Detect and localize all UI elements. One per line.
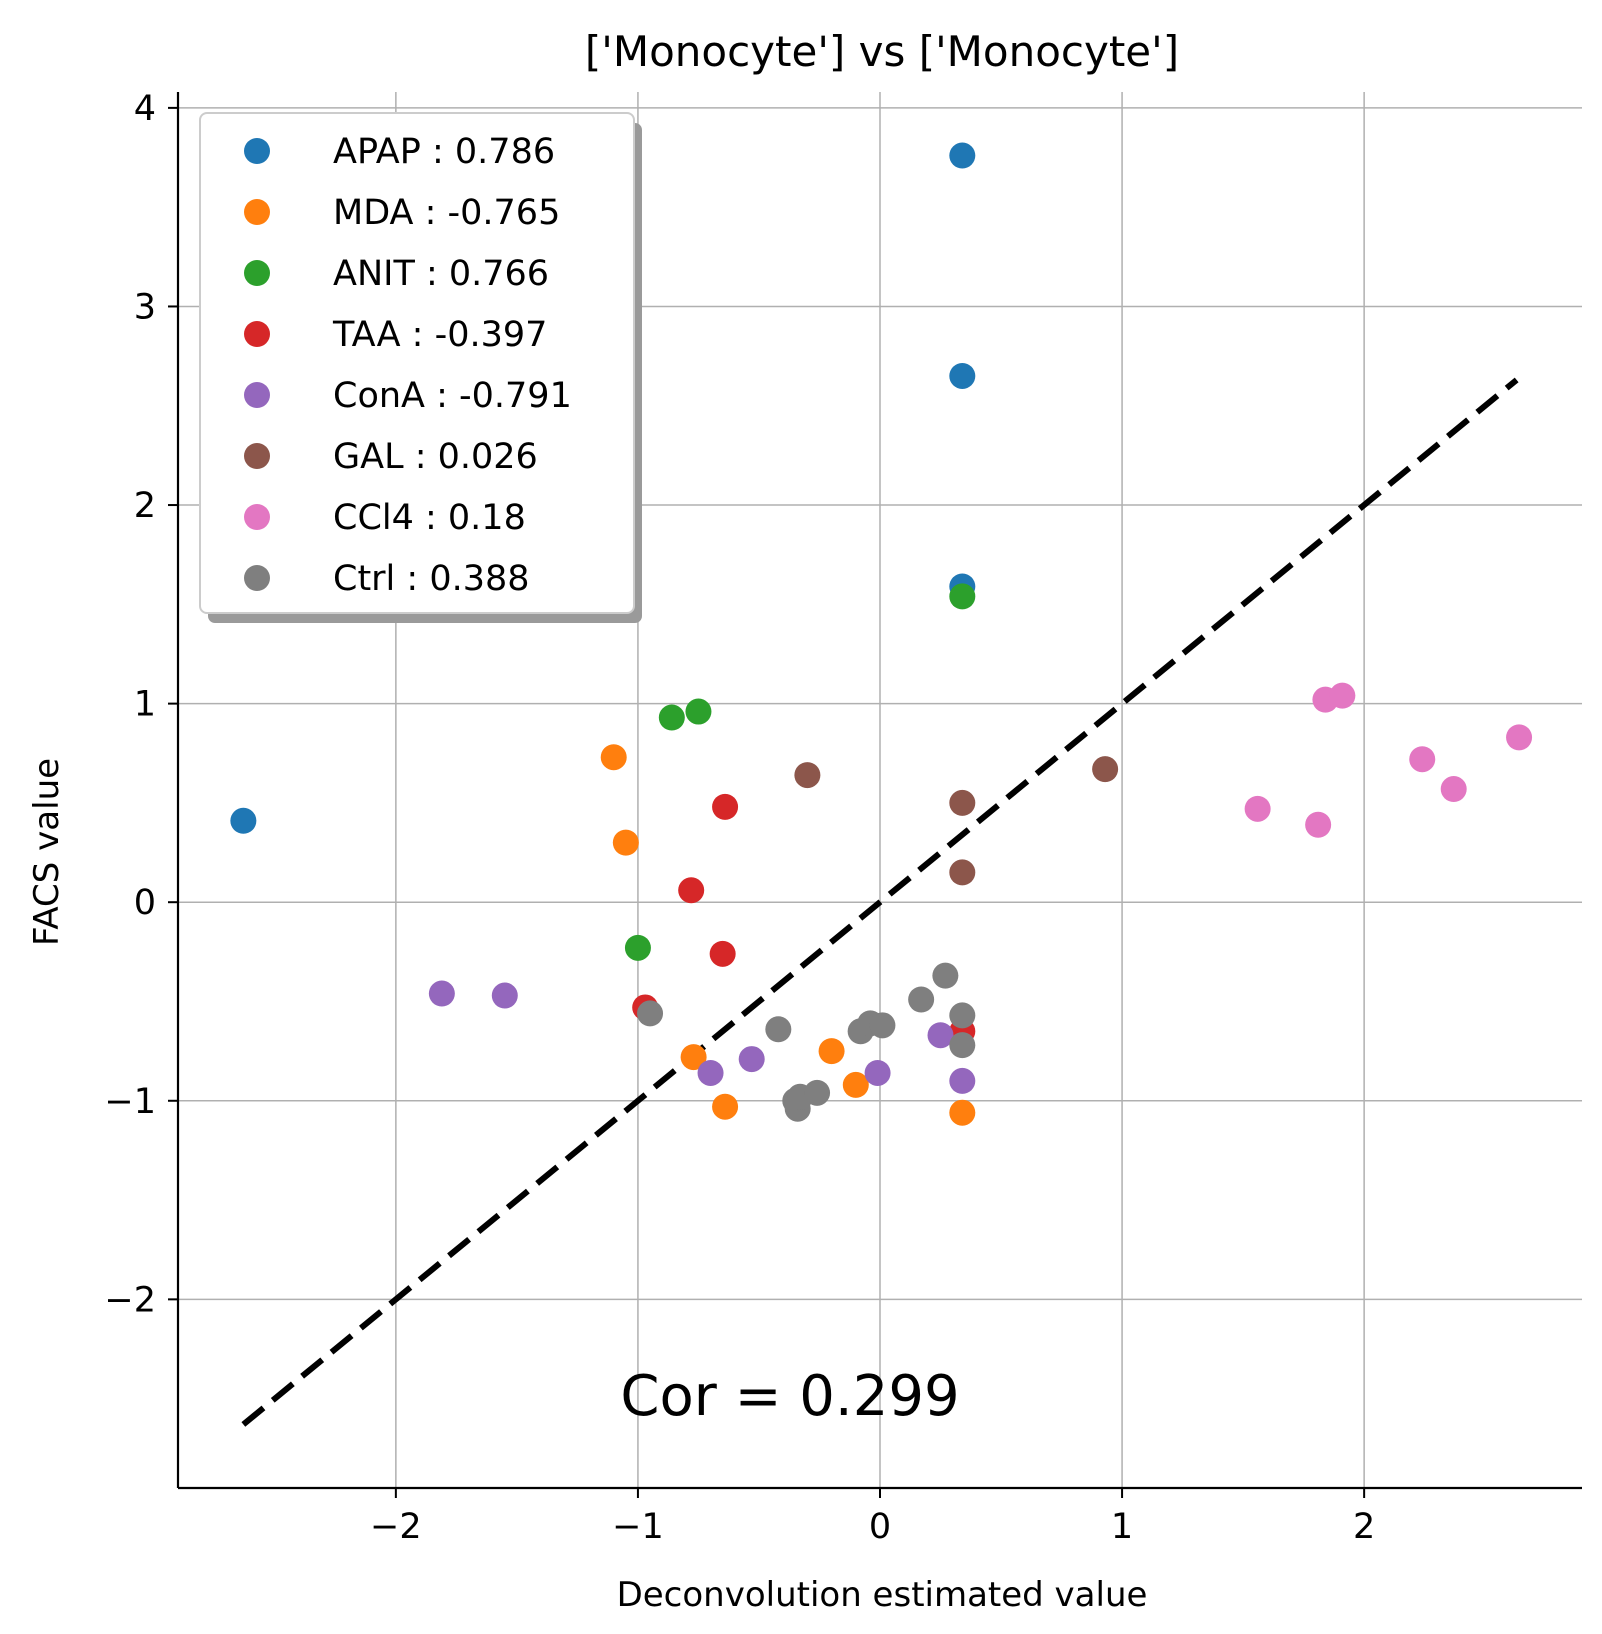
correlation-annotation: Cor = 0.299 (620, 1364, 959, 1429)
identity-reference-line (241, 377, 1519, 1427)
data-point (658, 704, 685, 731)
y-tick-label: 4 (134, 89, 156, 129)
data-point (949, 583, 976, 610)
data-point (624, 934, 651, 961)
x-tick-label: 2 (1353, 1507, 1375, 1547)
data-point (1305, 811, 1332, 838)
data-point (908, 986, 935, 1013)
legend-label: TAA : -0.397 (332, 315, 547, 355)
legend-label: GAL : 0.026 (333, 437, 538, 477)
y-tick-label: −2 (104, 1280, 156, 1320)
legend-marker (244, 199, 270, 225)
data-point (818, 1038, 845, 1065)
data-point (949, 142, 976, 169)
x-tick-label: −1 (612, 1507, 664, 1547)
legend-box (199, 112, 635, 614)
data-point (1409, 746, 1436, 773)
data-point (765, 1016, 792, 1043)
data-point (697, 1059, 724, 1086)
reference-line-layer (241, 377, 1519, 1427)
data-point (932, 962, 959, 989)
x-tick-label: 0 (869, 1507, 891, 1547)
data-point (949, 1067, 976, 1094)
data-point (949, 362, 976, 389)
data-point (864, 1059, 891, 1086)
data-point (738, 1046, 765, 1073)
legend-label: ANIT : 0.766 (333, 254, 549, 294)
legend-label: ConA : -0.791 (333, 376, 572, 416)
legend-label: MDA : -0.765 (333, 193, 560, 233)
data-point (612, 829, 639, 856)
x-tick-label: 1 (1111, 1507, 1133, 1547)
data-point (428, 980, 455, 1007)
y-tick-label: 3 (134, 287, 156, 327)
data-point (1244, 795, 1271, 822)
data-point (600, 744, 627, 771)
axes: −2 −1 0 1 2 −2 −1 0 1 2 3 4 (104, 89, 1582, 1547)
y-axis-label: FACS value (27, 758, 67, 946)
data-point (1329, 682, 1356, 709)
data-point (491, 982, 518, 1009)
y-tick-label: 1 (134, 685, 156, 725)
legend-marker (244, 321, 270, 347)
x-axis-label: Deconvolution estimated value (617, 1575, 1148, 1615)
data-point (949, 859, 976, 886)
legend: APAP : 0.786 MDA : -0.765 ANIT : 0.766 TAA … (199, 112, 642, 623)
data-point (709, 940, 736, 967)
data-point (685, 698, 712, 725)
data-point (637, 1000, 664, 1027)
data-point (927, 1022, 954, 1049)
legend-label: Ctrl : 0.388 (333, 559, 530, 599)
chart-title: ['Monocyte'] vs ['Monocyte'] (585, 27, 1179, 76)
data-point (794, 762, 821, 789)
y-tick-label: 0 (134, 883, 156, 923)
data-point (949, 1099, 976, 1126)
data-point (712, 793, 739, 820)
data-point (1506, 724, 1533, 751)
legend-marker (244, 382, 270, 408)
legend-label: CCl4 : 0.18 (333, 498, 526, 538)
data-points (230, 142, 1533, 1126)
data-point (869, 1012, 896, 1039)
legend-marker (244, 443, 270, 469)
data-point (804, 1079, 831, 1106)
data-point (949, 789, 976, 816)
data-point (712, 1093, 739, 1120)
legend-marker (244, 565, 270, 591)
legend-marker (244, 260, 270, 286)
data-point (680, 1044, 707, 1071)
y-tick-label: −1 (104, 1082, 156, 1122)
legend-marker (244, 138, 270, 164)
legend-marker (244, 504, 270, 530)
data-point (1440, 776, 1467, 803)
data-point (842, 1071, 869, 1098)
data-point (1092, 756, 1119, 783)
data-point (230, 807, 257, 834)
data-point (949, 1002, 976, 1029)
data-point (678, 877, 705, 904)
legend-label: APAP : 0.786 (333, 132, 555, 172)
x-tick-label: −2 (370, 1507, 422, 1547)
data-point (949, 1032, 976, 1059)
y-tick-label: 2 (134, 486, 156, 526)
